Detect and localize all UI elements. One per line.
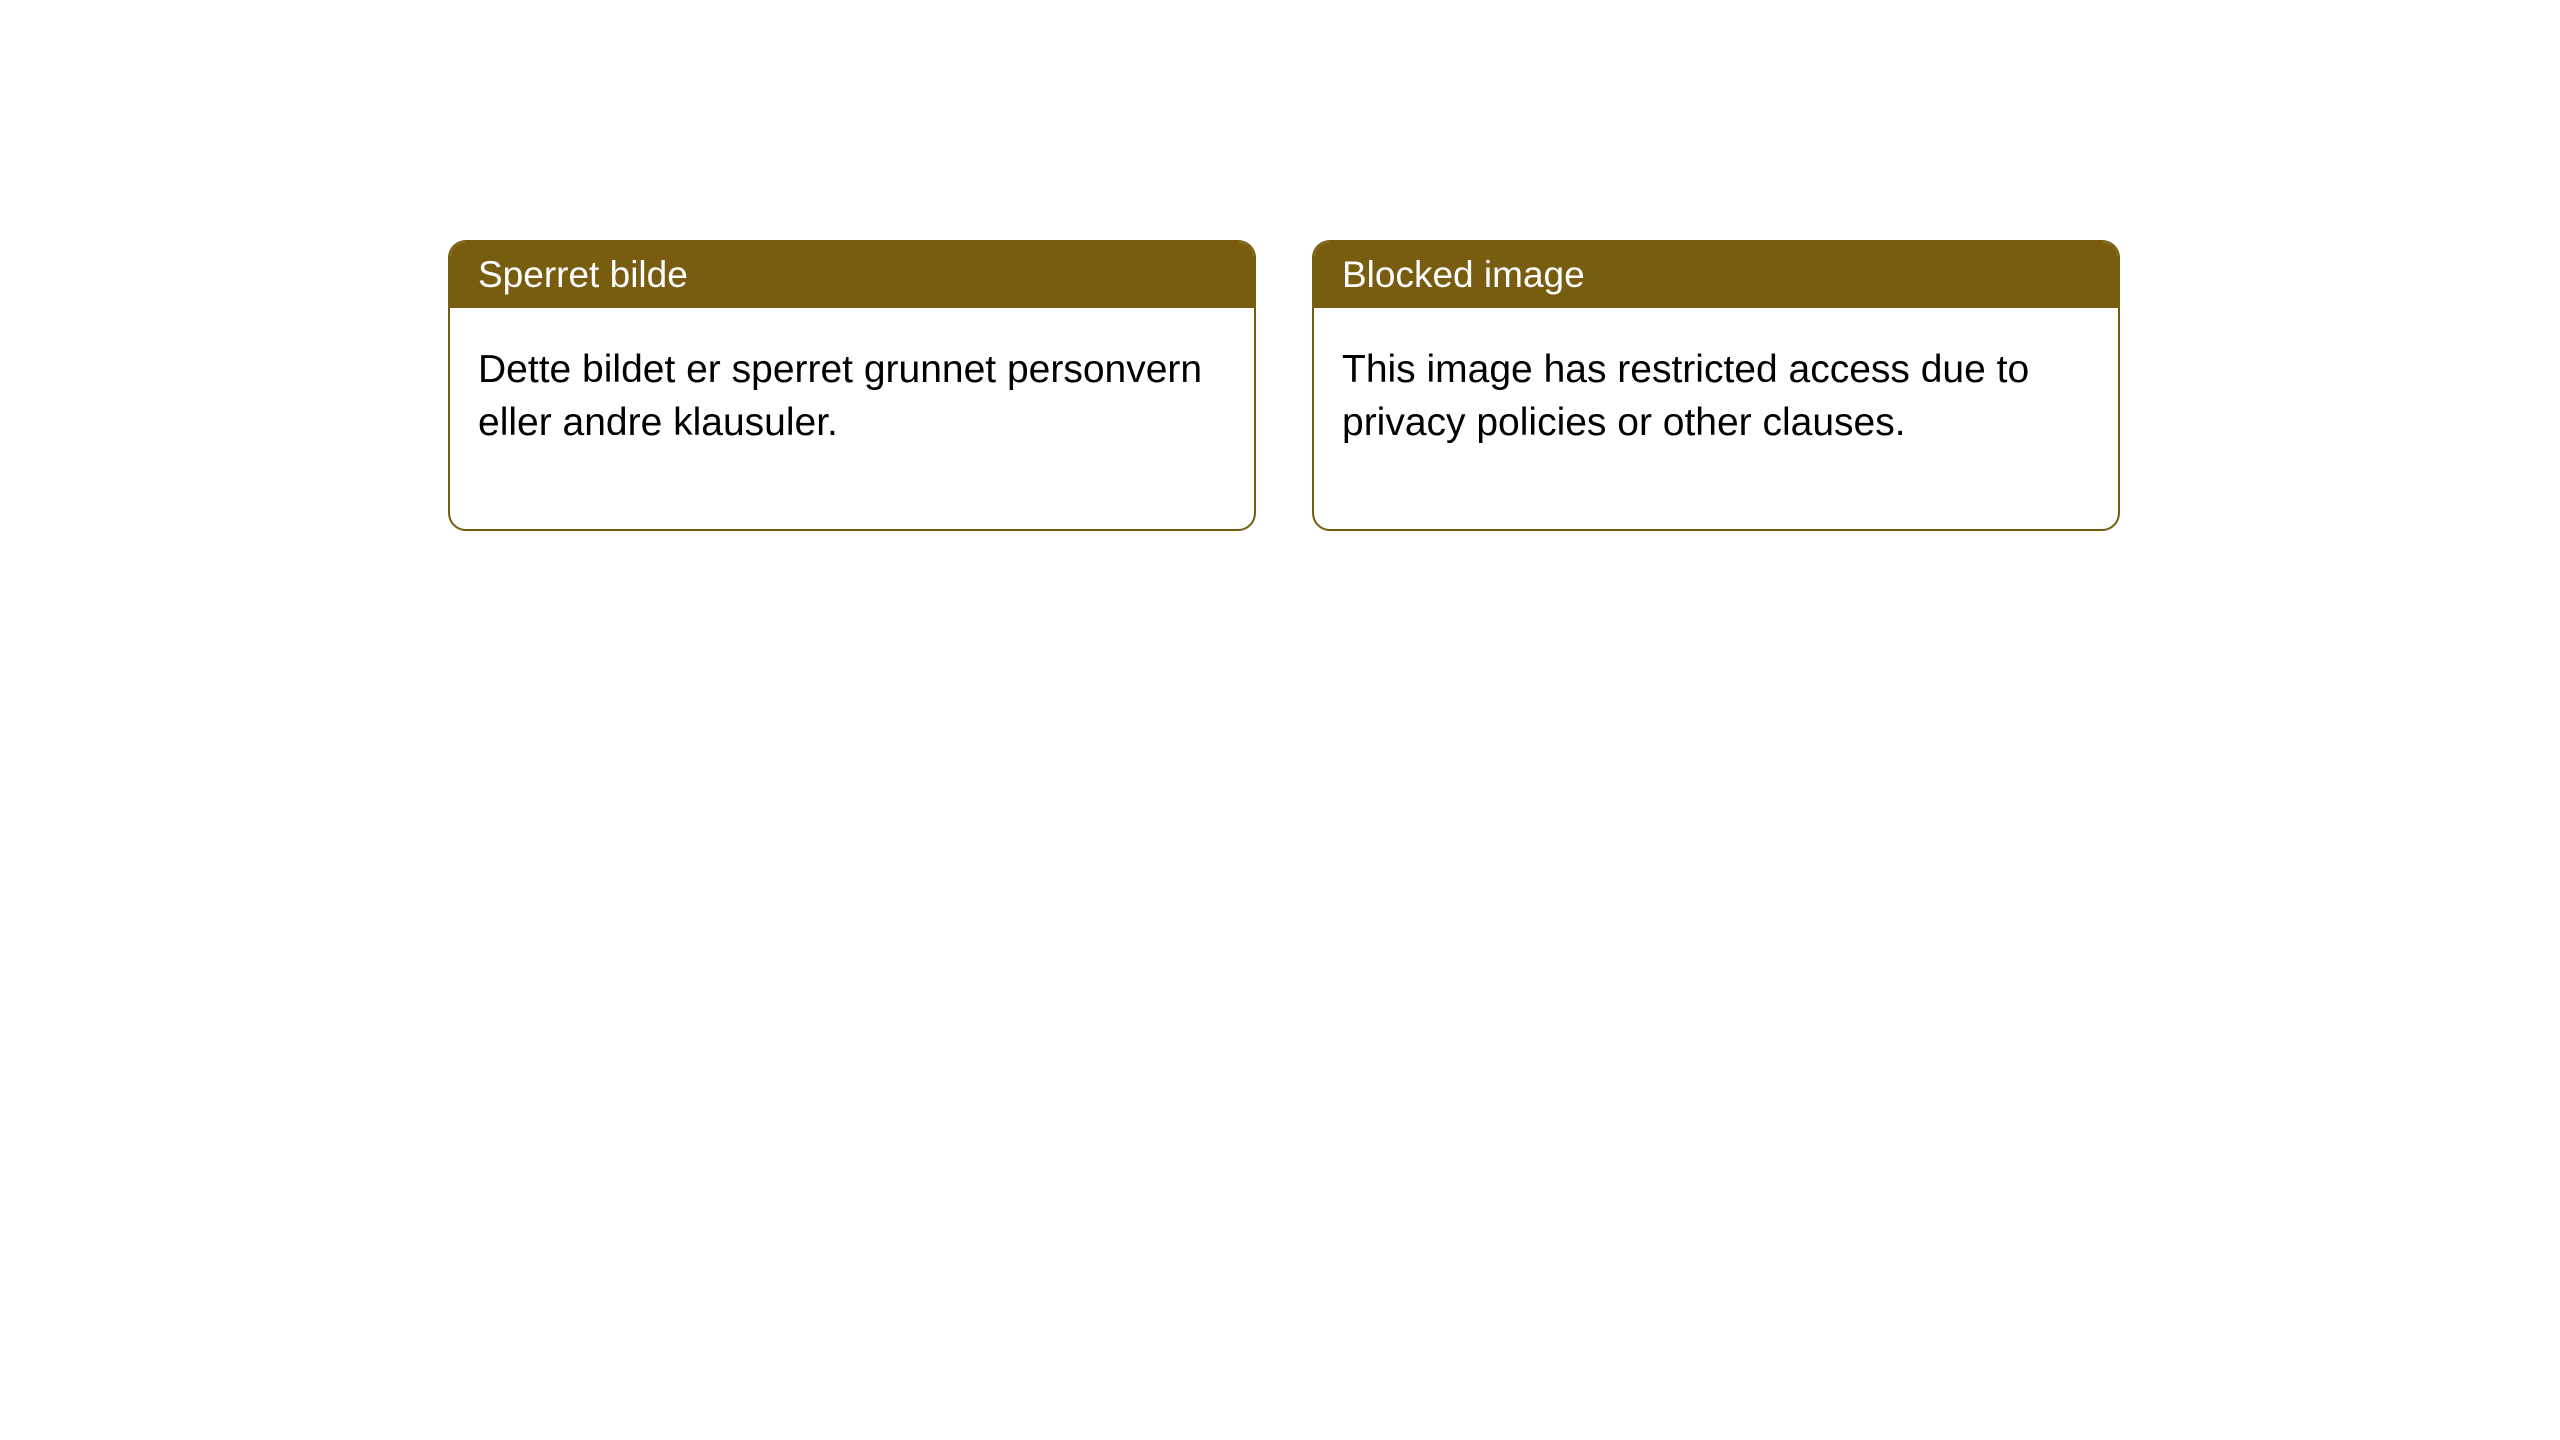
notice-card-english: Blocked image This image has restricted … <box>1312 240 2120 531</box>
notice-title-norwegian: Sperret bilde <box>450 242 1254 308</box>
notice-body-english: This image has restricted access due to … <box>1314 308 2118 529</box>
notice-body-norwegian: Dette bildet er sperret grunnet personve… <box>450 308 1254 529</box>
notice-container: Sperret bilde Dette bildet er sperret gr… <box>0 0 2560 531</box>
notice-card-norwegian: Sperret bilde Dette bildet er sperret gr… <box>448 240 1256 531</box>
notice-title-english: Blocked image <box>1314 242 2118 308</box>
